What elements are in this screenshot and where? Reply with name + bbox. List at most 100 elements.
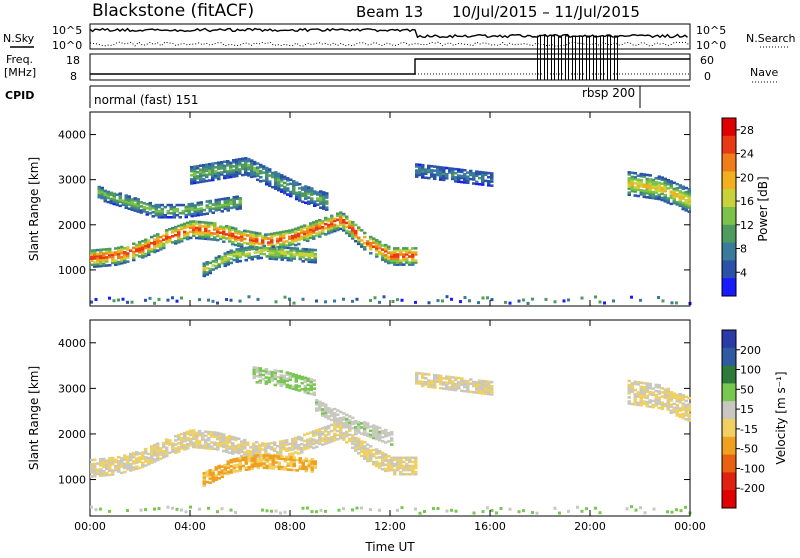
echo-cell: [271, 253, 275, 257]
echo-cell: [481, 171, 485, 174]
echo-cell: [316, 199, 320, 202]
echo-cell: [159, 447, 163, 450]
echo-cell: [288, 241, 292, 245]
echo-cell: [424, 381, 428, 384]
echo-cell: [387, 431, 391, 435]
echo-cell: [217, 161, 221, 165]
echo-cell: [177, 234, 181, 238]
echo-cell: [363, 423, 367, 426]
echo-cell: [318, 432, 322, 435]
echo-cell: [654, 389, 658, 393]
echo-cell: [127, 195, 131, 198]
echo-cell: [255, 239, 259, 243]
echo-cell: [273, 232, 277, 235]
echo-cell: [229, 469, 233, 472]
echo-cell: [339, 219, 343, 223]
echo-cell: [271, 173, 275, 177]
echo-cell: [226, 162, 230, 165]
echo-cell: [396, 460, 400, 464]
echo-cell: [270, 372, 274, 376]
echo-cell: [157, 213, 161, 217]
echo-cell: [324, 425, 328, 429]
echo-cell: [339, 434, 343, 438]
echo-cell: [142, 206, 146, 209]
echo-cell: [345, 217, 349, 221]
echo-cell: [399, 253, 403, 256]
echo-cell: [348, 415, 352, 418]
echo-cell: [684, 192, 688, 196]
echo-cell: [148, 212, 152, 215]
echo-cell: [93, 255, 97, 258]
echo-cell: [259, 180, 263, 183]
echo-cell: [186, 231, 190, 235]
echo-cell: [220, 171, 224, 174]
echo-cell: [123, 261, 127, 264]
echo-cell: [297, 448, 301, 451]
echo-cell: [198, 507, 201, 511]
echo-cell: [192, 445, 196, 449]
echo-cell: [366, 240, 370, 243]
echo-cell: [195, 232, 199, 236]
echo-cell: [139, 209, 143, 212]
echo-cell: [168, 441, 172, 444]
echo-cell: [639, 189, 643, 192]
echo-cell: [250, 457, 254, 460]
echo-cell: [315, 439, 319, 442]
echo-cell: [238, 255, 242, 259]
echo-cell: [313, 192, 317, 195]
echo-cell: [657, 406, 661, 410]
echo-cell: [286, 183, 290, 186]
echo-cell: [663, 402, 667, 406]
echo-cell: [445, 174, 449, 178]
echo-cell: [274, 461, 278, 464]
echo-cell: [351, 436, 355, 439]
echo-cell: [321, 232, 325, 235]
date-range: 10/Jul/2015 – 11/Jul/2015: [452, 3, 640, 21]
echo-cell: [369, 247, 373, 251]
echo-cell: [282, 374, 286, 378]
echo-cell: [342, 434, 346, 437]
echo-cell: [651, 391, 655, 394]
echo-cell: [321, 412, 325, 415]
echo-cell: [229, 171, 233, 175]
echo-cell: [186, 444, 190, 448]
echo-cell: [259, 464, 263, 467]
echo-cell: [180, 432, 184, 436]
echo-cell: [669, 194, 673, 198]
echo-cell: [217, 198, 221, 201]
echo-cell: [255, 370, 259, 374]
echo-cell: [132, 460, 136, 463]
echo-cell: [342, 507, 345, 511]
echo-cell: [663, 200, 667, 203]
echo-cell: [262, 456, 266, 459]
echo-cell: [244, 165, 248, 168]
echo-cell: [486, 296, 489, 300]
echo-cell: [171, 230, 175, 234]
echo-cell: [268, 454, 272, 458]
echo-cell: [384, 430, 388, 434]
echo-cell: [363, 248, 367, 251]
echo-cell: [300, 235, 304, 239]
echo-cell: [283, 468, 287, 471]
echo-cell: [660, 188, 664, 192]
echo-cell: [222, 230, 226, 233]
echo-cell: [177, 448, 181, 451]
echo-cell: [211, 264, 215, 267]
echo-cell: [295, 193, 299, 197]
echo-cell: [144, 456, 148, 459]
echo-cell: [369, 429, 373, 433]
echo-cell: [175, 207, 179, 211]
echo-cell: [267, 233, 271, 236]
echo-cell: [193, 212, 197, 215]
echo-cell: [153, 238, 157, 242]
echo-cell: [156, 454, 160, 458]
echo-cell: [277, 174, 281, 178]
echo-cell: [204, 229, 208, 232]
echo-cell: [196, 213, 200, 217]
echo-cell: [249, 446, 253, 449]
echo-cell: [436, 506, 440, 510]
echo-cell: [651, 393, 655, 397]
echo-cell: [204, 225, 208, 228]
echo-cell: [165, 440, 169, 443]
echo-cell: [150, 457, 154, 460]
